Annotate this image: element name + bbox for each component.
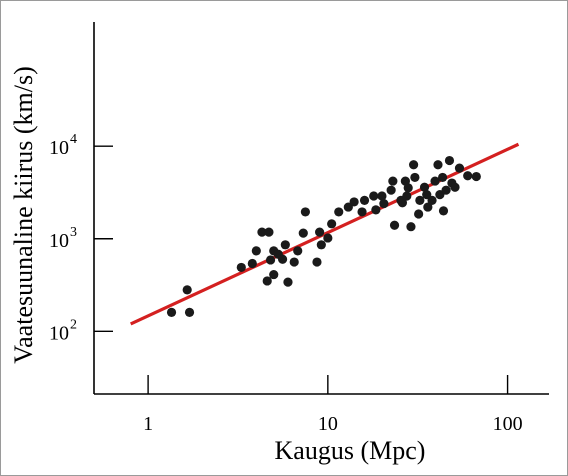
data-point — [427, 195, 437, 205]
y-tick-label-base: 10 — [49, 137, 69, 159]
data-point — [359, 195, 370, 205]
data-point — [389, 220, 400, 230]
data-point — [236, 262, 246, 273]
data-point — [323, 233, 333, 243]
data-point — [379, 198, 389, 209]
y-tick-label-base: 10 — [49, 230, 69, 252]
data-point — [471, 171, 481, 182]
data-point — [298, 228, 308, 238]
data-point — [280, 240, 290, 250]
data-point — [293, 246, 303, 256]
data-point — [403, 183, 413, 193]
data-point — [441, 185, 451, 195]
data-point — [397, 198, 408, 208]
data-point — [386, 185, 396, 195]
fit-line — [130, 142, 520, 326]
data-point — [262, 276, 272, 286]
data-point — [277, 254, 288, 264]
data-point — [257, 227, 267, 237]
data-point — [450, 182, 460, 192]
data-point — [423, 202, 433, 212]
data-point — [269, 269, 279, 280]
data-point — [247, 258, 257, 269]
data-point — [251, 246, 261, 256]
data-point — [166, 307, 177, 317]
axes — [93, 22, 549, 395]
data-point — [289, 257, 299, 267]
data-point — [312, 257, 322, 267]
data-point — [377, 191, 387, 201]
data-point — [315, 227, 325, 237]
y-axis-title: Vaatesuunaline kiirus (km/s) — [9, 66, 38, 364]
x-tick-label: 1 — [143, 413, 153, 435]
y-tick-label-exponent: 3 — [70, 225, 77, 240]
data-point — [444, 155, 455, 166]
data-point — [414, 209, 424, 219]
data-point — [264, 227, 274, 237]
data-point — [415, 195, 425, 205]
data-point — [327, 219, 337, 229]
data-point — [357, 207, 367, 217]
data-point — [388, 176, 398, 186]
data-point — [334, 207, 344, 217]
data-point — [349, 197, 359, 207]
data-point — [433, 160, 443, 170]
x-ticks: 1 10 100 — [143, 375, 523, 435]
data-point — [184, 307, 195, 317]
y-tick-label-exponent: 4 — [70, 132, 77, 147]
data-points — [166, 155, 481, 317]
data-point — [419, 182, 430, 192]
data-point — [438, 172, 448, 183]
data-point — [369, 191, 379, 201]
data-point — [371, 205, 381, 215]
data-point — [454, 163, 465, 173]
y-tick-label-exponent: 2 — [70, 317, 77, 332]
data-point — [300, 207, 310, 217]
y-tick-label-base: 10 — [49, 322, 69, 344]
data-point — [283, 277, 293, 287]
data-point — [406, 222, 416, 232]
data-point — [410, 172, 420, 183]
data-point — [265, 255, 276, 265]
data-point — [182, 285, 192, 295]
data-point — [430, 176, 440, 186]
fit-line-group — [130, 142, 520, 326]
data-point — [438, 206, 449, 216]
x-tick-label: 100 — [493, 413, 523, 435]
data-point — [408, 160, 419, 170]
data-point — [402, 191, 412, 201]
x-axis-title: Kaugus (Mpc) — [275, 436, 426, 465]
data-point — [316, 240, 326, 250]
x-tick-label: 10 — [318, 413, 338, 435]
data-point — [463, 171, 473, 181]
